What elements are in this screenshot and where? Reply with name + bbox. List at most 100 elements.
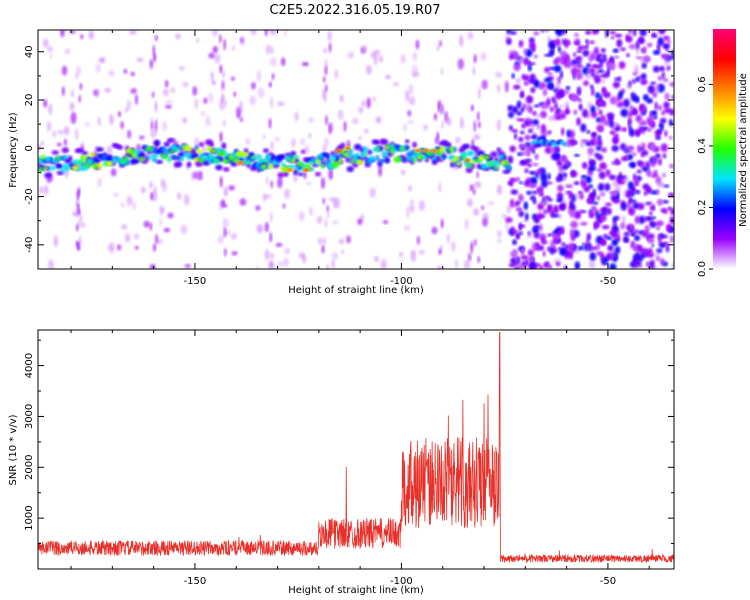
heatmap-cell-353: [219, 200, 222, 211]
heatmap-cell-213: [39, 186, 45, 194]
heatmap-cell-1309: [633, 180, 640, 187]
heatmap-cell-93: [457, 58, 464, 70]
heatmap-cell-654: [634, 189, 641, 195]
heatmap-cell-1764: [206, 146, 212, 152]
heatmap-cell-1118: [597, 168, 602, 172]
heatmap-cell-1277: [606, 67, 610, 76]
heatmap-cell-913: [535, 241, 540, 249]
heatmap-cell-1470: [353, 143, 362, 151]
heatmap-cell-731: [671, 262, 674, 269]
heatmap-cell-992: [596, 106, 600, 111]
heatmap-cell-445: [580, 221, 588, 226]
heatmap-cell-59: [378, 55, 384, 63]
heatmap-cell-31: [497, 238, 503, 244]
heatmap-cell-869: [620, 201, 628, 211]
heatmap-cell-173: [324, 137, 329, 147]
heatmap-cell-77: [70, 111, 77, 124]
heatmap-cell-66: [208, 92, 214, 104]
snr-ylabel: SNR (10 * v/v): [8, 414, 19, 485]
heatmap-cell-32: [284, 247, 291, 254]
heatmap-cell-1213: [579, 210, 587, 214]
heatmap-cell-1744: [125, 155, 130, 160]
heatmap-cell-556: [647, 128, 652, 132]
heatmap-cell-1088: [514, 200, 521, 206]
heatmap-cell-538: [527, 63, 532, 72]
heatmap-cell-219: [183, 194, 190, 206]
heatmap-cell-1212: [590, 132, 597, 137]
heatmap-cell-1063: [595, 243, 601, 250]
heatmap-cell-660: [630, 191, 635, 197]
heatmap-cell-335: [149, 222, 153, 231]
heatmap-cell-1837: [490, 161, 498, 166]
heatmap-cell-1464: [340, 142, 346, 149]
heatmap-cell-129: [177, 192, 182, 200]
heatmap-cell-439: [476, 111, 480, 122]
heatmap-cell-291: [459, 117, 464, 129]
heatmap-cell-10: [316, 215, 323, 224]
heatmap-cell-1834: [482, 155, 491, 160]
heatmap-cell-1859: [415, 149, 421, 152]
heatmap-cell-259: [140, 186, 146, 194]
heatmap-cell-345: [154, 35, 158, 41]
heatmap-cell-1577: [147, 155, 152, 160]
heatmap-cell-732: [574, 261, 580, 269]
heatmap-cell-103: [411, 64, 418, 77]
heatmap-cell-1808: [381, 150, 388, 156]
heatmap-cell-305: [255, 205, 261, 211]
heatmap-cell-387: [322, 76, 326, 83]
heatmap-cell-1110: [543, 209, 547, 215]
heatmap-cell-207: [192, 86, 198, 96]
heatmap-cell-1315: [588, 165, 597, 171]
heatmap-cell-43: [361, 100, 366, 107]
heatmap-cell-1245: [513, 63, 521, 72]
heatmap-cell-1820: [432, 156, 437, 161]
heatmap-cell-1181: [568, 242, 575, 251]
heatmap-cell-1061: [601, 239, 606, 246]
heatmap-cell-1417: [222, 167, 230, 172]
heatmap-cell-1252: [656, 220, 664, 227]
heatmap-cell-369: [270, 46, 274, 54]
heatmap-cell-1802: [347, 152, 354, 158]
heatmap-cell-1150: [604, 256, 609, 264]
heatmap-cell-1009: [567, 41, 571, 45]
heatmap-cell-429: [473, 120, 477, 133]
heatmap-cell-428: [476, 171, 480, 179]
heatmap-cell-1411: [209, 141, 214, 148]
y-tick-label: 20: [24, 94, 35, 107]
heatmap-cell-1322: [540, 104, 546, 110]
heatmap-cell-375: [268, 81, 272, 88]
heatmap-cell-296: [306, 181, 312, 186]
heatmap-cell-1005: [525, 159, 529, 166]
heatmap-cell-864: [544, 66, 550, 73]
heatmap-cell-150: [175, 33, 181, 40]
heatmap-cell-377: [271, 73, 275, 80]
heatmap-cell-1299: [573, 181, 580, 186]
heatmap-cell-201: [60, 30, 65, 38]
heatmap-cell-312: [49, 53, 53, 59]
heatmap-cell-1206: [523, 201, 529, 210]
heatmap-cell-786: [563, 172, 568, 178]
heatmap-cell-376: [269, 58, 273, 66]
heatmap-cell-1478: [374, 140, 381, 145]
heatmap-cell-1803: [350, 159, 355, 163]
heatmap-cell-1297: [612, 81, 621, 89]
heatmap-cell-100: [205, 115, 211, 127]
heatmap-cell-1766: [210, 149, 218, 154]
heatmap-cell-1339: [508, 263, 516, 268]
heatmap-cell-839: [578, 103, 583, 111]
heatmap-cell-185: [385, 74, 392, 80]
heatmap-cell-1525: [490, 151, 498, 158]
heatmap-cell-321: [79, 215, 83, 223]
heatmap-cell-635: [533, 54, 538, 59]
heatmap-cell-560: [518, 136, 524, 142]
heatmap-cell-1845: [287, 168, 293, 172]
y-tick-label: -20: [24, 188, 35, 204]
heatmap-cell-1448: [300, 149, 306, 154]
heatmap-cell-1770: [222, 158, 230, 164]
snr-series-line: [38, 332, 674, 564]
heatmap-cell-212: [161, 180, 167, 193]
heatmap-cell-593: [660, 53, 667, 59]
heatmap-cell-427: [472, 188, 476, 195]
heatmap-cell-283: [89, 30, 94, 39]
